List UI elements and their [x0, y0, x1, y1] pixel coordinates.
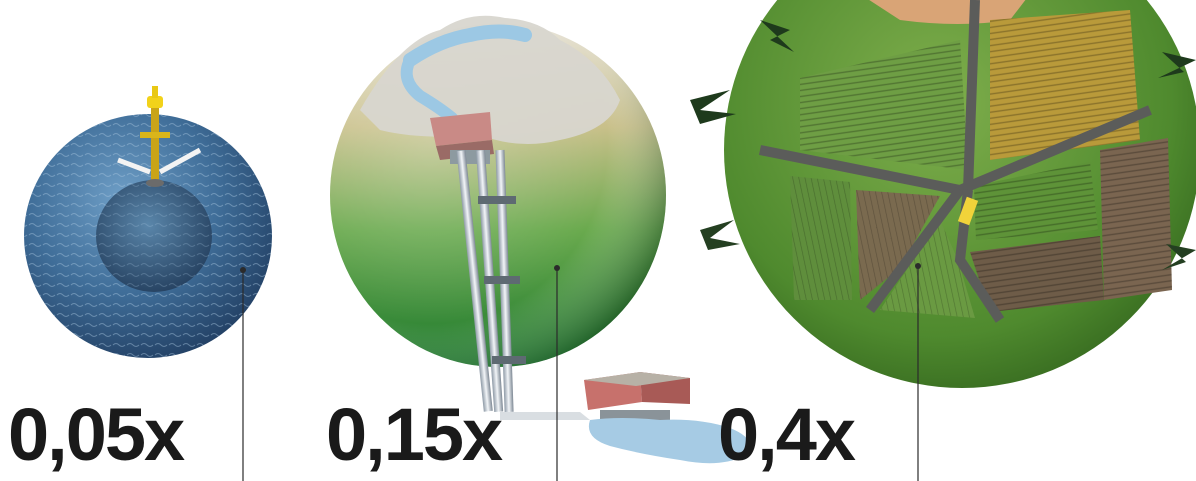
leader-dot-3 [915, 263, 921, 269]
leader-dot-1 [240, 267, 246, 273]
wave-buoy-icon [117, 86, 202, 187]
power-station-lower-icon [584, 372, 690, 424]
leader-dot-2 [554, 265, 560, 271]
outflow-pond [588, 418, 750, 464]
farmland-sphere [724, 0, 1196, 388]
ocean-ratio-label: 0,05x [8, 393, 185, 476]
hydro-ratio-label: 0,15x [326, 393, 503, 476]
trees-decoration [690, 20, 1196, 270]
penstock-pipes-icon [456, 149, 590, 420]
farmland-ratio-label: 0,4x [718, 393, 856, 476]
ocean-sphere [24, 114, 272, 358]
